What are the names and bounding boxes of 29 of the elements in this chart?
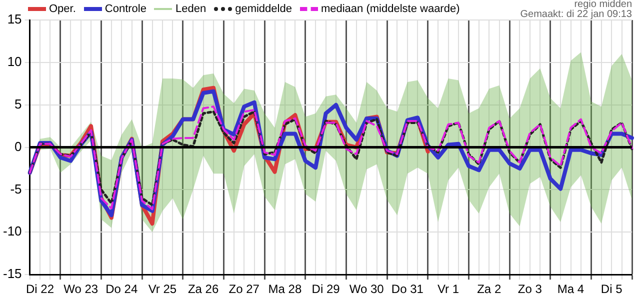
x-tick-label: Ma 4	[557, 282, 584, 296]
x-tick-label: Di 5	[600, 282, 623, 296]
x-tick-label: Wo 23	[64, 282, 98, 296]
text: regio midden	[574, 0, 632, 10]
y-tick-label: 15	[7, 12, 22, 27]
legend-label: Controle	[104, 3, 146, 15]
x-tick-label: Za 26	[188, 282, 219, 296]
x-tick-label: Di 29	[312, 282, 340, 296]
x-tick-label: Vr 1	[437, 282, 460, 296]
y-tick-label: -10	[2, 224, 22, 239]
y-tick-label: 10	[7, 54, 22, 70]
x-tick-label: Ma 28	[268, 282, 302, 296]
y-tick-label: 0	[14, 138, 22, 154]
x-tick-label: Do 31	[391, 282, 424, 296]
x-tick-label: Zo 27	[228, 282, 260, 296]
legend-label: gemiddelde	[235, 3, 292, 15]
legend-label: Leden	[175, 3, 206, 15]
x-tick-label: Vr 25	[148, 282, 177, 296]
y-tick-label: -5	[10, 181, 22, 196]
text: Gemaakt: di 22 jan 09:13	[520, 9, 632, 20]
legend-label: mediaan (middelste waarde)	[320, 3, 460, 15]
y-tick-label: -15	[2, 266, 22, 282]
x-tick-label: Di 22	[26, 282, 54, 296]
x-tick-label: Do 24	[106, 282, 138, 296]
x-tick-label: Wo 30	[349, 282, 384, 296]
x-tick-label: Za 2	[477, 282, 502, 296]
legend-label: Oper.	[49, 3, 76, 15]
y-tick-label: 5	[14, 96, 22, 112]
x-tick-label: Zo 3	[518, 282, 542, 296]
